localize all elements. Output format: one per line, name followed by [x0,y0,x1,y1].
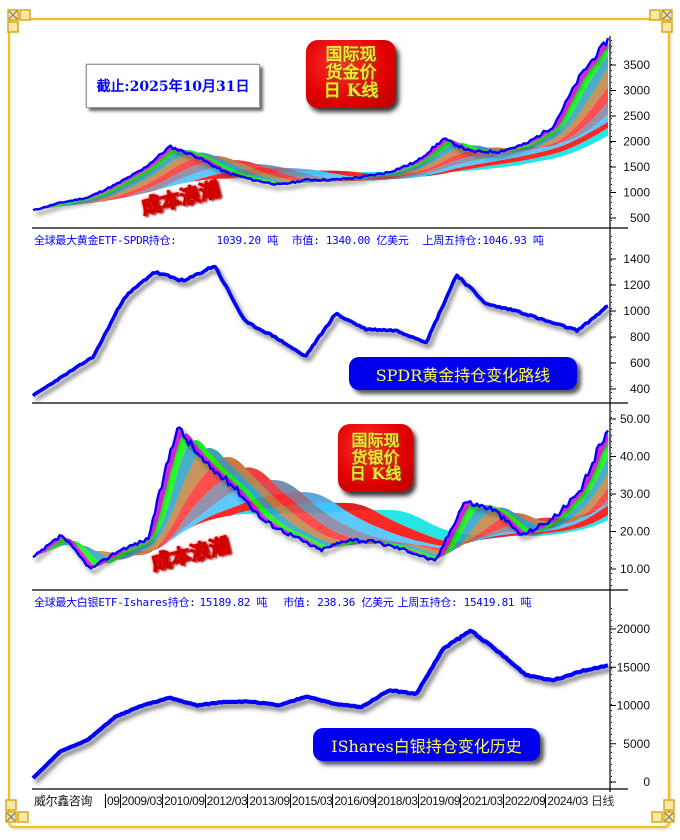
date-note: 截止:2025年10月31日 [86,64,260,108]
y-axis-ticks: 500 1000 1500 2000 2500 3000 3500 400 600 800 1000… [610,40,650,789]
x-tick-label: 2015/03 [289,794,333,808]
y-tick-label: 20.00 [620,525,650,539]
x-tick-label: 2016/09 [332,794,375,808]
gold-badge-line-3: 日 K线 [323,80,379,101]
spdr-last-friday: 上周五持仓:1046.93 吨 [422,234,544,247]
spdr-market-value: 市值: 1340.00 亿美元 [291,234,409,247]
gold-cost-wave-bands [33,38,608,211]
y-tick-label: 15000 [617,660,651,674]
x-tick-labels: 09 2009/03 2010/09 2012/03 2013/09 2015/03 201… [104,794,588,808]
x-tick-label: 2018/03 [374,794,418,808]
ishares-last-friday: 上周五持仓: 15419.81 吨 [397,596,532,609]
series-line [32,37,610,212]
y-tick-label: 1400 [623,252,650,266]
x-tick-label: 2024/03 [545,794,588,808]
y-tick-label: 1500 [623,160,650,174]
x-tick-label: 2019/09 [417,794,461,808]
series-line [32,426,609,570]
x-tick-label: 2013/09 [247,794,290,808]
corner-ornament-top-right [649,9,673,33]
corner-ornament-bottom-left [5,799,29,823]
x-tick-label: 09 [104,794,120,808]
gold-badge-line-2: 货金价 [325,63,377,84]
price-lines [31,37,610,780]
silver-badge-line-3: 日 K线 [349,464,402,484]
silver-badge-line-2: 货银价 [351,447,400,467]
y-tick-label: 1200 [623,278,650,292]
y-tick-label: 2500 [623,109,650,123]
cost-band [33,68,608,211]
source-label: 威尔鑫咨询 [34,794,93,808]
gold-price-badge: 国际现 货金价 日 K线 [306,40,396,108]
silver-badge-line-1: 国际现 [351,430,400,450]
y-tick-label: 30.00 [620,487,650,501]
y-tick-label: 10.00 [620,562,650,576]
x-tick-label: 2022/09 [502,794,546,808]
y-tick-label: 800 [630,330,650,344]
y-tick-label: 400 [630,382,650,396]
x-tick-label: 2021/03 [460,794,503,808]
y-tick-label: 1000 [623,304,650,318]
cost-band [33,467,608,558]
ishares-badge: IShares白银持仓变化历史 [313,728,540,761]
y-tick-label: 3500 [623,58,650,72]
ishares-info-label: 全球最大白银ETF-Ishares持仓: [34,596,196,609]
ishares-info-bar: 全球最大白银ETF-Ishares持仓: 15189.82 吨 市值: 238.36… [34,594,532,610]
period-label: 日线 [590,794,615,808]
y-tick-label: 50.00 [620,412,650,426]
ishares-holding: 15189.82 吨 [199,596,268,609]
y-tick-label: 1000 [623,186,650,200]
x-axis-labels: 威尔鑫咨询 09 2009/03 2010/09 2012/03 2013/09 2015… [34,792,614,809]
spdr-holding: 1039.20 吨 [216,234,279,247]
y-tick-label: 5000 [623,737,650,751]
y-tick-label: 500 [630,211,650,225]
y-tick-label: 3000 [623,84,650,98]
y-tick-label: 600 [630,356,650,370]
silver-price-badge: 国际现 货银价 日 K线 [338,424,413,492]
corner-ornament-top-left [7,9,31,33]
corner-ornament-bottom-right [651,799,675,823]
y-tick-label: 40.00 [620,450,650,464]
cost-band [33,433,608,567]
x-tick-label: 2012/03 [204,794,248,808]
y-tick-label: 20000 [617,622,651,636]
ishares-market-value: 市值: 238.36 亿美元 [283,596,394,609]
spdr-badge: SPDR黄金持仓变化路线 [349,357,577,390]
series-line [31,264,609,398]
cost-band [33,102,608,211]
spdr-info-label: 全球最大黄金ETF-SPDR持仓: [34,234,177,247]
y-tick-label: 10000 [617,699,651,713]
y-tick-label: 0 [643,775,650,789]
y-tick-label: 2000 [623,135,650,149]
silver-cost-wave-bands [33,427,608,569]
x-tick-label: 2009/03 [119,794,163,808]
spdr-info-bar: 全球最大黄金ETF-SPDR持仓: 1039.20 吨市值: 1340.00 亿美… [34,232,544,248]
x-tick-label: 2010/09 [162,794,205,808]
gold-badge-line-1: 国际现 [325,45,377,66]
series-line [31,628,609,780]
cost-band [33,480,608,558]
cost-band [33,440,608,564]
